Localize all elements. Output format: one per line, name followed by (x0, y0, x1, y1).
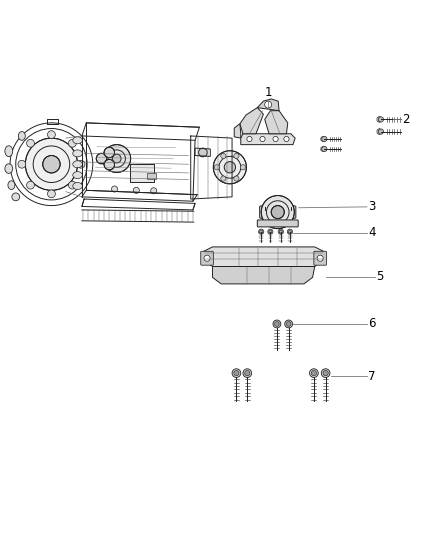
FancyBboxPatch shape (147, 173, 156, 180)
Circle shape (321, 369, 330, 377)
Polygon shape (321, 147, 323, 151)
Circle shape (77, 160, 85, 168)
Circle shape (258, 229, 264, 235)
Circle shape (286, 321, 291, 326)
Circle shape (269, 230, 272, 233)
Circle shape (112, 186, 117, 192)
FancyBboxPatch shape (257, 220, 298, 227)
Polygon shape (212, 266, 315, 284)
Circle shape (221, 176, 226, 181)
Polygon shape (321, 136, 323, 142)
Polygon shape (240, 108, 263, 134)
Polygon shape (204, 247, 323, 266)
Circle shape (322, 136, 327, 142)
Circle shape (204, 255, 210, 261)
FancyBboxPatch shape (314, 251, 326, 265)
Circle shape (243, 369, 252, 377)
Circle shape (214, 165, 219, 170)
Circle shape (151, 188, 157, 194)
Circle shape (275, 321, 279, 326)
Circle shape (378, 117, 384, 122)
Polygon shape (377, 116, 380, 123)
Ellipse shape (73, 161, 82, 168)
Circle shape (322, 147, 327, 151)
Circle shape (232, 369, 241, 377)
Circle shape (268, 229, 273, 235)
Polygon shape (260, 200, 296, 223)
Polygon shape (265, 111, 288, 134)
Circle shape (104, 147, 115, 158)
Circle shape (311, 370, 317, 376)
Circle shape (261, 196, 294, 229)
FancyBboxPatch shape (130, 164, 154, 182)
Circle shape (240, 165, 246, 170)
Circle shape (310, 369, 318, 377)
Ellipse shape (73, 137, 82, 144)
Circle shape (273, 320, 281, 328)
Circle shape (284, 136, 289, 142)
Circle shape (323, 370, 328, 376)
Ellipse shape (18, 132, 25, 140)
Circle shape (287, 229, 293, 235)
Circle shape (279, 230, 283, 233)
Circle shape (43, 156, 60, 173)
Circle shape (103, 144, 131, 173)
Circle shape (260, 136, 265, 142)
Circle shape (271, 206, 284, 219)
Circle shape (104, 159, 115, 170)
Text: 4: 4 (368, 226, 376, 239)
Text: 6: 6 (368, 318, 376, 330)
Ellipse shape (5, 164, 13, 173)
Circle shape (27, 181, 35, 189)
FancyBboxPatch shape (201, 251, 213, 265)
Polygon shape (377, 128, 380, 135)
Circle shape (213, 151, 247, 184)
Circle shape (260, 230, 263, 233)
Ellipse shape (73, 150, 82, 157)
Circle shape (25, 138, 78, 190)
Circle shape (68, 139, 76, 147)
Ellipse shape (12, 193, 20, 201)
Ellipse shape (73, 182, 82, 189)
Circle shape (96, 154, 107, 164)
Circle shape (221, 154, 226, 159)
Circle shape (234, 154, 239, 159)
Circle shape (113, 154, 121, 163)
Polygon shape (234, 124, 241, 138)
Circle shape (234, 370, 239, 376)
Circle shape (27, 139, 35, 147)
Circle shape (273, 136, 278, 142)
Circle shape (68, 181, 76, 189)
Circle shape (47, 131, 55, 139)
Text: 7: 7 (368, 370, 376, 383)
Circle shape (47, 190, 55, 198)
Circle shape (285, 320, 293, 328)
Circle shape (278, 229, 283, 235)
Circle shape (234, 176, 239, 181)
Circle shape (288, 230, 292, 233)
Circle shape (133, 187, 139, 193)
Circle shape (378, 129, 384, 134)
Circle shape (317, 255, 323, 261)
Ellipse shape (73, 172, 82, 179)
Circle shape (245, 370, 250, 376)
Circle shape (247, 136, 252, 142)
Text: 2: 2 (402, 113, 409, 126)
Ellipse shape (5, 146, 13, 157)
Ellipse shape (8, 181, 15, 189)
Circle shape (224, 161, 236, 173)
Circle shape (265, 101, 272, 108)
Text: 3: 3 (368, 200, 376, 213)
Text: 1: 1 (265, 86, 272, 99)
Circle shape (198, 148, 207, 157)
Polygon shape (241, 134, 295, 144)
Polygon shape (257, 99, 279, 111)
Text: 5: 5 (376, 270, 384, 283)
Circle shape (18, 160, 26, 168)
